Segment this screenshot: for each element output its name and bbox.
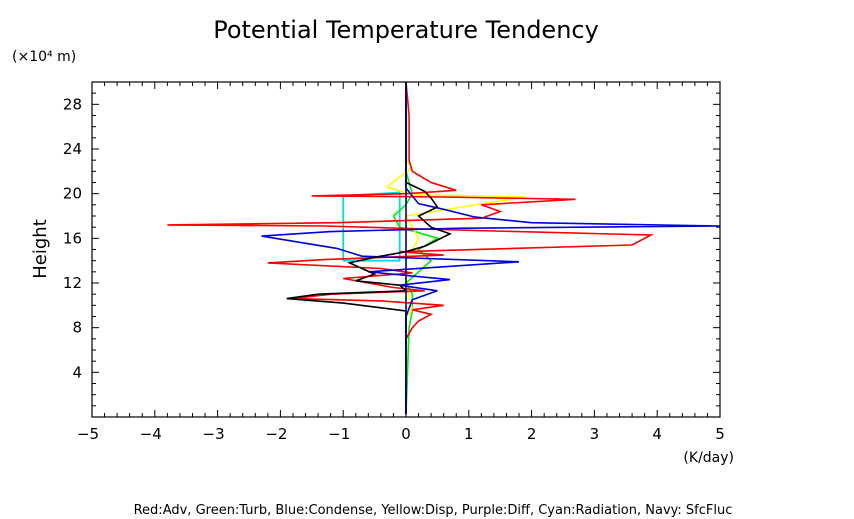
x-tick-label: −4 bbox=[140, 425, 162, 443]
x-tick-label: 2 bbox=[527, 425, 537, 443]
series-line-disp bbox=[385, 82, 526, 414]
x-tick-label: 3 bbox=[590, 425, 600, 443]
x-axis-label: (K/day) bbox=[683, 450, 734, 466]
x-tick-label: 5 bbox=[715, 425, 725, 443]
x-tick-label: −2 bbox=[265, 425, 287, 443]
y-axis-label: Height bbox=[30, 219, 51, 279]
y-tick-label: 12 bbox=[63, 274, 82, 292]
series-line-condense bbox=[261, 82, 720, 414]
x-tick-label: 1 bbox=[464, 425, 474, 443]
x-tick-label: −1 bbox=[328, 425, 350, 443]
y-tick-label: 24 bbox=[63, 140, 82, 158]
series-line-adv bbox=[167, 82, 654, 414]
y-tick-label: 4 bbox=[72, 363, 82, 381]
y-tick-label: 28 bbox=[63, 95, 82, 113]
x-tick-label: 4 bbox=[652, 425, 662, 443]
plot-frame bbox=[91, 81, 721, 418]
legend-text: Red:Adv, Green:Turb, Blue:Condense, Yell… bbox=[134, 503, 733, 518]
chart-title: Potential Temperature Tendency bbox=[213, 16, 599, 44]
x-tick-label: −3 bbox=[203, 425, 225, 443]
y-tick-label: 20 bbox=[63, 185, 82, 203]
x-tick-label: 0 bbox=[401, 425, 411, 443]
y-tick-label: 16 bbox=[63, 229, 82, 247]
y-tick-label: 8 bbox=[72, 319, 82, 337]
series-layer bbox=[167, 82, 720, 415]
series-line-diff bbox=[286, 82, 453, 414]
y-unit-label: (×10⁴ m) bbox=[12, 49, 76, 65]
x-tick-label: −5 bbox=[77, 425, 99, 443]
